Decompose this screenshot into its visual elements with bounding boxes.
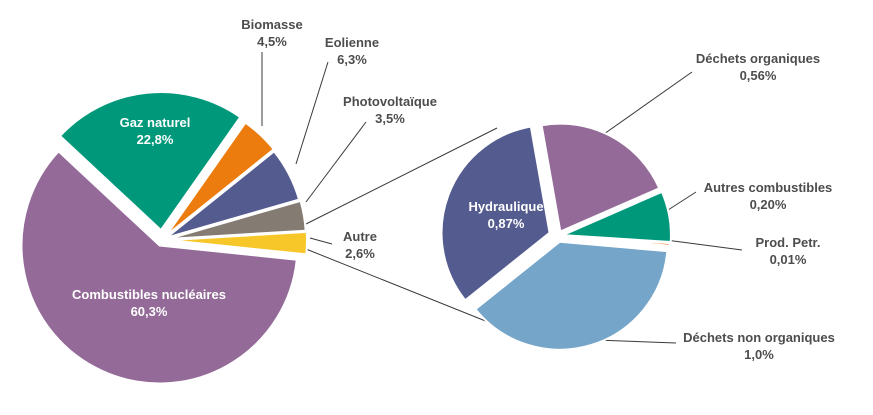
slice-name-autres-comb: Autres combustibles	[703, 180, 833, 195]
slice-name-prod-petr: Prod. Petr.	[755, 235, 821, 250]
slice-dechets-non-organiques	[473, 240, 669, 351]
autre-breakdown-pie	[440, 122, 672, 351]
connector-bottom	[305, 248, 489, 323]
leader-autre	[309, 237, 333, 245]
slice-label-dechets-non-org: Déchets non organiques 1,0%	[676, 329, 842, 363]
leader-eolienne	[295, 61, 329, 165]
slice-label-pv: Photovoltaïque 3,5%	[338, 93, 442, 127]
slice-hydraulique	[440, 125, 551, 302]
slice-label-autres-comb: Autres combustibles 0,20%	[698, 179, 838, 213]
slice-name-wind: Eolienne	[324, 35, 380, 50]
slice-value-dechets-non-org: 1,0%	[744, 347, 774, 362]
leader-lines	[261, 52, 743, 344]
slice-label-prod-petr: Prod. Petr. 0,01%	[740, 234, 836, 268]
slice-name-biomass: Biomasse	[241, 17, 303, 32]
slice-label-gas: Gaz naturel 22,8%	[100, 114, 210, 148]
slice-value-wind: 6,3%	[337, 52, 367, 67]
slice-value-pv: 3,5%	[375, 111, 405, 126]
slice-eolienne	[165, 149, 301, 239]
slice-value-gas: 22,8%	[136, 132, 174, 147]
slice-value-hydro: 0,87%	[487, 216, 525, 231]
slice-value-nuclear: 60,3%	[130, 304, 168, 319]
slice-label-biomass: Biomasse 4,5%	[232, 16, 312, 50]
slice-value-prod-petr: 0,01%	[769, 252, 807, 267]
leader-pv	[305, 121, 367, 203]
slice-name-nuclear: Combustibles nucléaires	[72, 287, 226, 302]
leader-dechets-non-org	[595, 339, 677, 344]
slice-label-wind: Eolienne 6,3%	[312, 34, 392, 68]
slice-label-nuclear: Combustibles nucléaires 60,3%	[38, 286, 260, 320]
slice-label-dechets-org: Déchets organiques 0,56%	[678, 50, 838, 84]
slice-gaz-naturel	[58, 91, 242, 232]
slice-label-hydro: Hydraulique 0,87%	[456, 198, 556, 232]
slice-name-dechets-non-org: Déchets non organiques	[683, 330, 835, 345]
slice-label-autre: Autre 2,6%	[330, 228, 390, 262]
leader-autres-comb	[667, 191, 697, 211]
slice-value-autres-comb: 0,20%	[749, 197, 787, 212]
main-pie	[20, 91, 308, 385]
slice-value-autre: 2,6%	[345, 246, 375, 261]
slice-name-autre: Autre	[343, 229, 377, 244]
slice-name-hydro: Hydraulique	[468, 199, 544, 214]
leader-prod-petr	[665, 239, 743, 251]
connector-top	[305, 127, 498, 225]
slice-autres-combustibles	[562, 190, 672, 244]
breakdown-connector-lines	[305, 127, 498, 323]
slice-value-biomass: 4,5%	[257, 34, 287, 49]
leader-dechets-org	[603, 71, 693, 135]
slice-name-gas: Gaz naturel	[119, 115, 191, 130]
slice-prod-petr	[561, 235, 671, 247]
slice-value-dechets-org: 0,56%	[739, 68, 777, 83]
slice-name-pv: Photovoltaïque	[343, 94, 437, 109]
slice-combustibles-nucleaires	[20, 149, 298, 385]
slice-photovoltaique	[167, 199, 307, 240]
slice-name-dechets-org: Déchets organiques	[695, 51, 821, 66]
slice-autre	[168, 230, 308, 256]
slice-biomasse	[165, 121, 276, 237]
slice-dechets-organiques	[540, 122, 661, 234]
